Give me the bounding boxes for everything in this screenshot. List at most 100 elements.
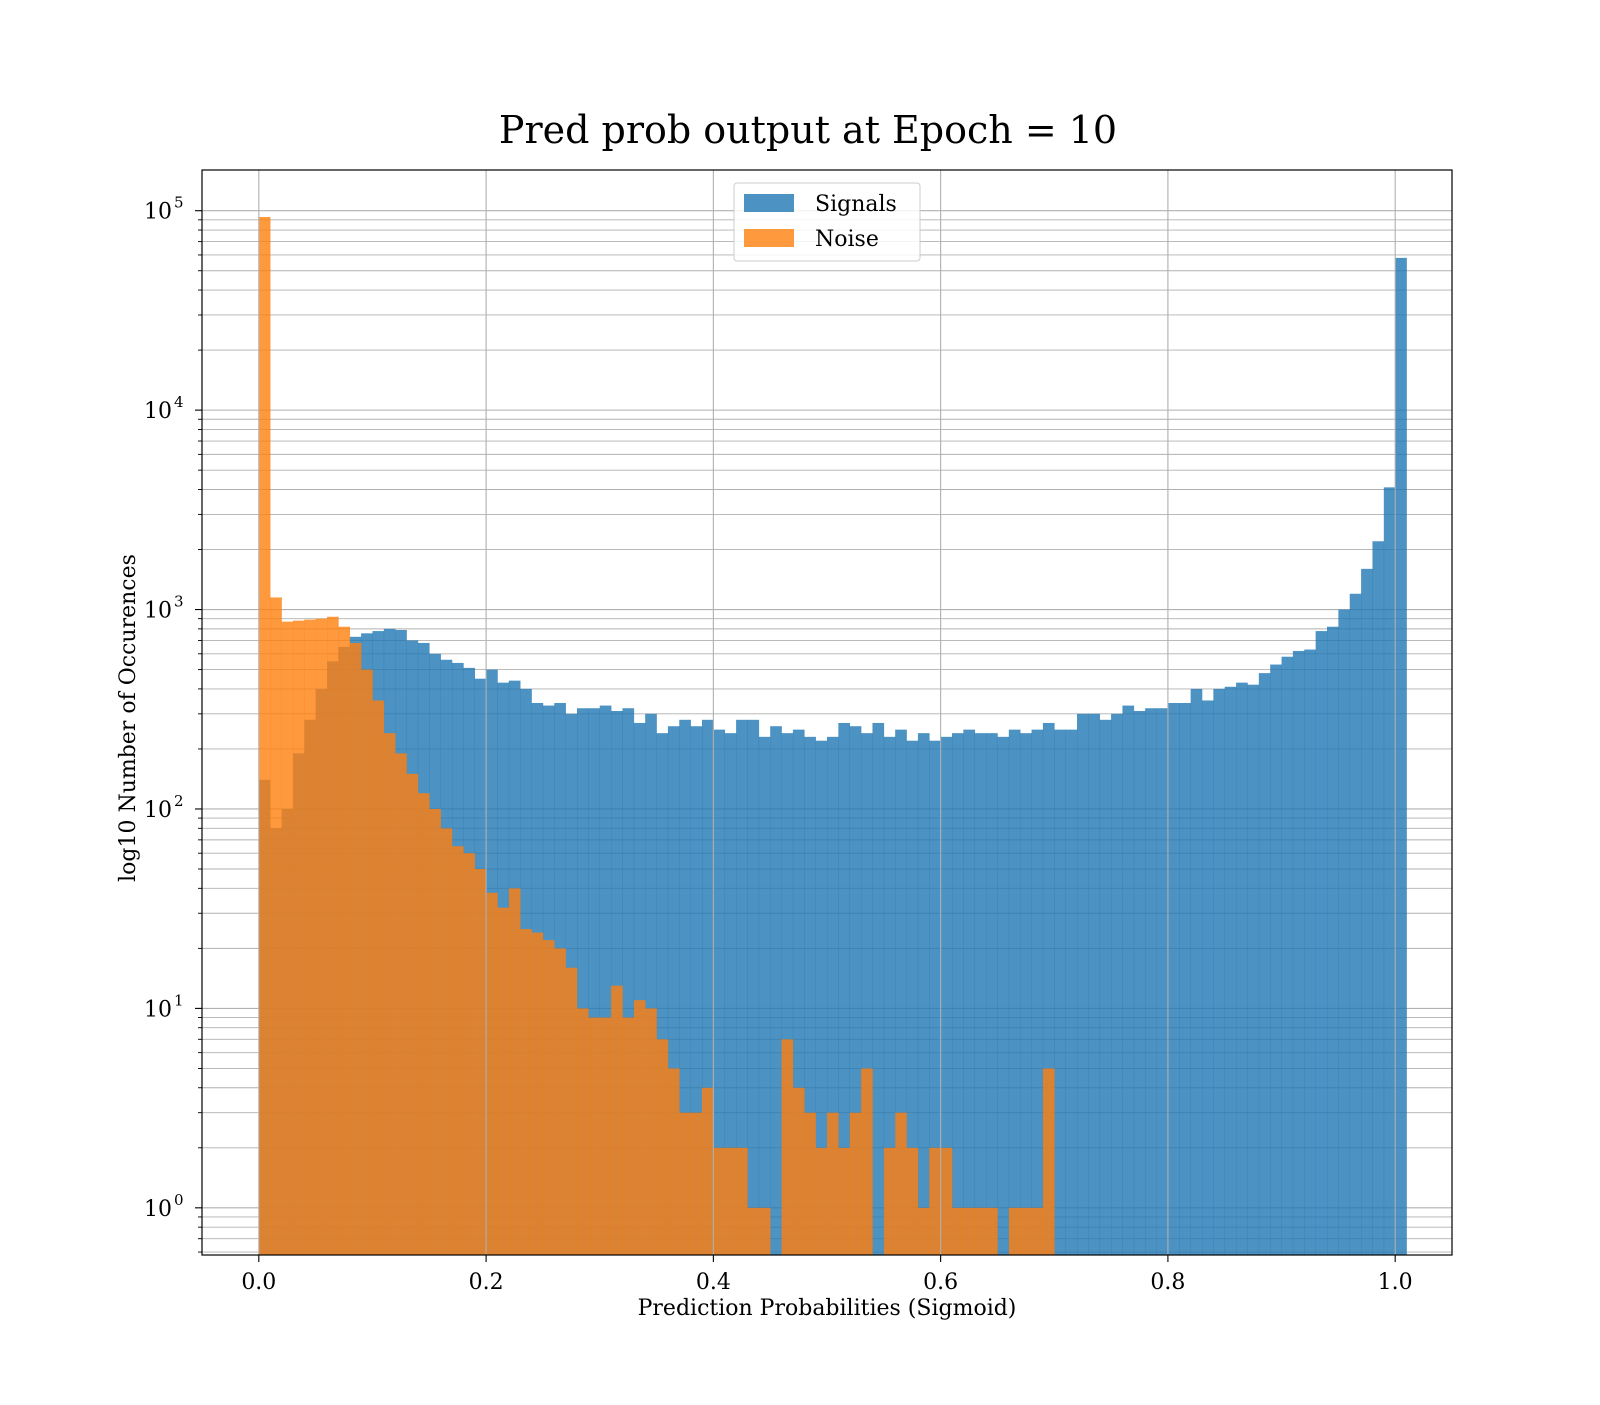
signals-bar (861, 733, 873, 1255)
signals-bar (997, 736, 1010, 1255)
x-tick-label: 0.8 (1150, 1270, 1185, 1295)
noise-bar (281, 621, 294, 1255)
signals-bar (758, 736, 771, 1255)
signals-bar (611, 710, 623, 1255)
noise-bar (1042, 1068, 1055, 1255)
signals-bar (974, 733, 987, 1255)
signals-bar (895, 729, 907, 1255)
signals-bar (1077, 713, 1089, 1255)
noise-bar (940, 1147, 953, 1255)
signals-bar (1224, 686, 1237, 1255)
noise-bar (633, 1000, 646, 1255)
noise-bar (292, 620, 305, 1255)
noise-bar (577, 1008, 589, 1255)
legend-swatch-signals (744, 194, 794, 212)
noise-bar (338, 626, 351, 1255)
signals-bar (872, 722, 885, 1255)
noise-bar (963, 1207, 976, 1255)
signals-bar (1315, 631, 1328, 1255)
signals-bar (633, 722, 646, 1255)
noise-bar (304, 619, 316, 1255)
y-tick-exponent: 0 (174, 1191, 184, 1209)
y-axis-label: log10 Number of Occurences (116, 554, 141, 882)
noise-bar (849, 1112, 862, 1255)
signals-bar (736, 719, 748, 1255)
signals-bar (1179, 702, 1191, 1255)
signals-bar (702, 719, 714, 1255)
signals-bar (1213, 688, 1226, 1255)
signals-bar (622, 708, 635, 1255)
noise-bar (315, 618, 328, 1255)
noise-bar (974, 1207, 987, 1255)
noise-bar (429, 808, 441, 1255)
signals-bar (1099, 719, 1112, 1255)
signals-bar (1065, 729, 1078, 1255)
noise-bar (792, 1087, 805, 1255)
histogram-bars (258, 216, 1407, 1256)
y-tick-exponent: 3 (174, 593, 184, 611)
y-tick-label: 10 (144, 200, 172, 225)
signals-bar (724, 733, 737, 1255)
y-tick-label: 10 (144, 798, 172, 823)
noise-bar (713, 1147, 726, 1255)
signals-bar (1349, 593, 1362, 1255)
signals-bar (713, 729, 726, 1255)
signals-bar (1338, 609, 1351, 1255)
noise-bar (815, 1147, 828, 1255)
noise-bar (588, 1017, 601, 1255)
x-axis-label: Prediction Probabilities (Sigmoid) (638, 1296, 1017, 1321)
noise-bar (520, 929, 532, 1255)
noise-bar (667, 1068, 680, 1255)
signals-bar (1111, 713, 1123, 1255)
signals-bar (1042, 722, 1055, 1255)
signals-bar (747, 719, 760, 1255)
signals-bar (827, 736, 839, 1255)
legend-label-noise: Noise (815, 227, 879, 252)
noise-bar (895, 1112, 907, 1255)
signals-bar (1156, 708, 1169, 1255)
noise-bar (1031, 1207, 1044, 1255)
noise-bar (463, 853, 476, 1255)
noise-bar (440, 828, 453, 1255)
signals-bar (906, 740, 919, 1255)
signals-bar (792, 729, 805, 1255)
x-tick-label: 0.4 (696, 1270, 731, 1295)
signals-bar (1247, 684, 1260, 1255)
y-tick-label: 10 (144, 399, 172, 424)
legend: Signals Noise (733, 182, 921, 262)
noise-bar (679, 1112, 691, 1255)
noise-bar (349, 642, 362, 1255)
signals-bar (1008, 729, 1021, 1255)
noise-bar (724, 1147, 737, 1255)
noise-bar (702, 1087, 714, 1255)
signals-bar (1122, 705, 1135, 1255)
noise-bar (258, 216, 271, 1256)
chart-title: Pred prob output at Epoch = 10 (499, 108, 1117, 152)
noise-bar (611, 985, 623, 1255)
noise-bar (986, 1207, 998, 1255)
x-tick-label: 1.0 (1378, 1270, 1413, 1295)
legend-swatch-noise (744, 229, 794, 247)
y-tick-label: 10 (144, 1197, 172, 1222)
signals-bar (1281, 656, 1294, 1255)
noise-bar (452, 846, 464, 1255)
noise-bar (395, 753, 407, 1255)
signals-bar (1167, 702, 1180, 1255)
signals-bar (1133, 710, 1146, 1255)
noise-bar (906, 1147, 919, 1255)
noise-bar (1008, 1207, 1021, 1255)
signals-bar (577, 708, 589, 1255)
x-tick-label: 0.6 (923, 1270, 958, 1295)
signals-bar (1292, 650, 1305, 1255)
signals-bar (940, 736, 953, 1255)
signals-bar (1258, 673, 1271, 1255)
signals-bar (599, 705, 612, 1255)
y-tick-label: 10 (144, 997, 172, 1022)
noise-bar (417, 793, 430, 1255)
signals-bar (1236, 682, 1248, 1255)
noise-bar (406, 773, 419, 1255)
noise-bar (736, 1147, 748, 1255)
signals-bar (815, 740, 828, 1255)
noise-bar (917, 1207, 930, 1255)
